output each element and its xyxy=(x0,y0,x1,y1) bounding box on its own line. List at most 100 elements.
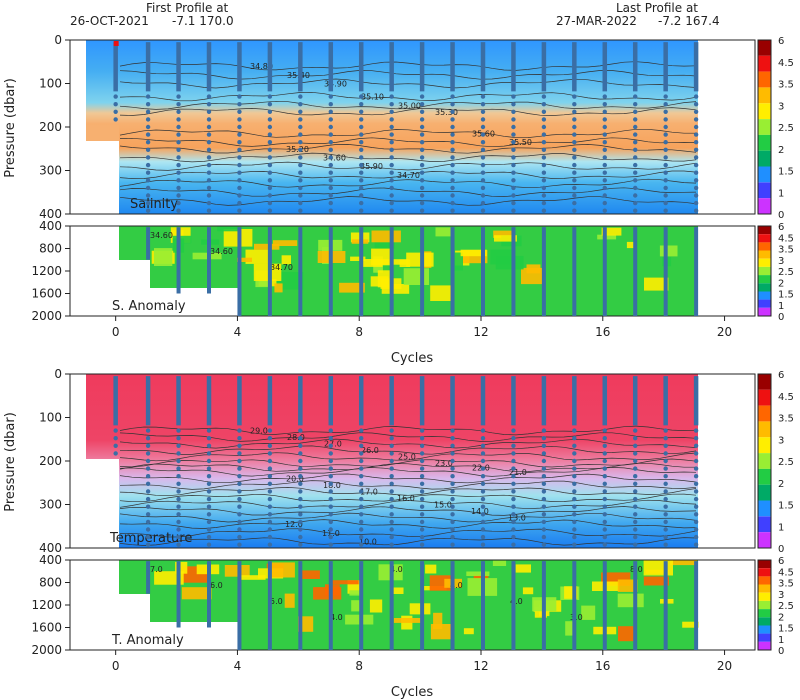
profile-point xyxy=(511,162,516,168)
profile-point xyxy=(237,132,242,137)
profile-point xyxy=(237,534,242,540)
profile-point xyxy=(237,428,242,433)
profile-point xyxy=(450,140,455,145)
profile-point xyxy=(267,542,273,547)
profile-point xyxy=(602,481,607,486)
profile-point xyxy=(206,178,212,183)
y-tick-label: 300 xyxy=(39,498,62,512)
colorbar-swatch xyxy=(758,283,771,292)
profile-point xyxy=(145,124,151,130)
profile-point xyxy=(145,208,151,213)
profile-point xyxy=(511,109,516,115)
profile-point xyxy=(206,466,212,471)
profile-point xyxy=(206,519,212,525)
profile-point xyxy=(541,527,547,532)
colorbar-tick-label: 4.5 xyxy=(778,58,794,69)
colorbar-tick-label: 4.5 xyxy=(778,233,794,244)
profile-point xyxy=(176,474,181,479)
profile-point xyxy=(663,474,668,479)
profile-point xyxy=(633,109,638,115)
profile-point xyxy=(450,124,455,130)
contour-line xyxy=(119,452,697,462)
profile-point xyxy=(663,534,668,540)
anomaly-block xyxy=(515,564,531,573)
profile-point xyxy=(572,102,577,107)
contour-label: 21.0 xyxy=(509,468,527,477)
colorbar-swatch xyxy=(758,55,771,72)
profile-point xyxy=(267,451,273,456)
contour-label: 34.70 xyxy=(397,171,420,180)
profile-point xyxy=(450,428,455,433)
profile-point xyxy=(145,200,151,206)
contour-line xyxy=(119,144,697,154)
profile-point xyxy=(176,519,181,525)
contour-line xyxy=(119,170,697,179)
profile-point xyxy=(359,94,364,99)
profile-point xyxy=(419,109,425,115)
profile-point xyxy=(267,132,273,137)
profile-point xyxy=(663,504,668,509)
colorbar-swatch xyxy=(758,584,771,593)
contour-label: 17.0 xyxy=(360,487,378,496)
profile-point xyxy=(541,436,547,441)
profile-point xyxy=(541,178,547,183)
profile-point xyxy=(206,489,212,494)
profile-point xyxy=(176,451,181,456)
profile-point xyxy=(328,451,333,456)
colorbar-swatch xyxy=(758,600,771,610)
colorbar-tick-label: 3 xyxy=(778,590,784,601)
x-tick-label: 8 xyxy=(355,659,363,673)
profile-point xyxy=(541,466,547,471)
anomaly-block xyxy=(644,277,669,291)
profile-point xyxy=(237,496,242,502)
profile-point xyxy=(359,208,364,213)
profile-point xyxy=(450,481,455,486)
profile-point xyxy=(663,140,668,145)
profile-point xyxy=(328,208,333,213)
profile-point xyxy=(633,162,638,168)
colorbar-swatch xyxy=(758,307,771,316)
profile-point xyxy=(572,496,577,502)
salinity-xlabel: Cycles xyxy=(391,351,434,366)
colorbar-tick-label: 2 xyxy=(778,278,784,289)
profile-point xyxy=(693,451,699,456)
profile-point xyxy=(237,109,242,115)
profile-point xyxy=(389,534,394,540)
profile-point xyxy=(663,428,668,433)
anomaly-block xyxy=(435,227,451,237)
profile-point xyxy=(206,102,212,107)
profile-point xyxy=(480,140,486,145)
profile-point xyxy=(389,436,394,441)
colorbar-tick-label: 1.5 xyxy=(778,501,794,512)
profile-point xyxy=(328,102,333,107)
profile-point xyxy=(693,94,699,99)
profile-point xyxy=(541,147,547,152)
profile-point xyxy=(237,185,242,191)
profile-point xyxy=(328,489,333,494)
profile-point xyxy=(511,94,516,99)
y-tick-label: 1200 xyxy=(31,264,62,278)
profile-point xyxy=(145,178,151,183)
profile-point xyxy=(572,458,577,464)
profile-point xyxy=(693,147,699,152)
profile-point xyxy=(298,200,303,206)
profile-point xyxy=(419,200,425,206)
colorbar-tick-label: 2 xyxy=(778,612,784,623)
anomaly-block xyxy=(643,560,673,576)
profile-point xyxy=(541,94,547,99)
y-tick-label: 400 xyxy=(39,219,62,233)
anomaly-contour-label: 34.60 xyxy=(210,247,233,256)
colorbar-swatch xyxy=(758,71,771,88)
profile-point xyxy=(541,140,547,145)
profile-point xyxy=(450,102,455,107)
profile-point xyxy=(663,496,668,502)
profile-point xyxy=(450,534,455,540)
profile-point xyxy=(511,451,516,456)
salinity-top-plot: 34.8035.4034.9035.1035.0035.3035.6035.50… xyxy=(69,39,756,215)
profile-point xyxy=(298,208,303,213)
profile-point xyxy=(511,512,516,517)
contour-line xyxy=(119,432,697,442)
profile-point xyxy=(541,458,547,464)
profile-point xyxy=(145,443,151,448)
